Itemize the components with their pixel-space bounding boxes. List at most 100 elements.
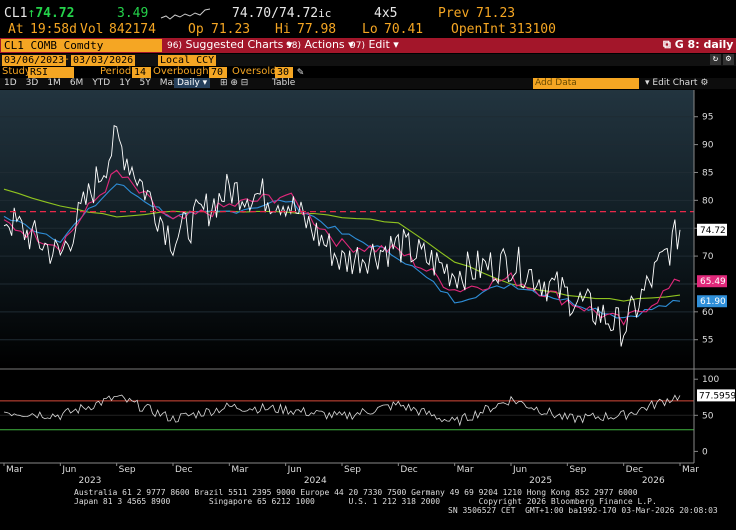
sparkline-icon xyxy=(160,8,211,20)
tab-3d[interactable]: 3D xyxy=(25,78,39,88)
function-label[interactable]: ⧉ G 8: daily xyxy=(663,38,733,52)
x-tick-label: Mar xyxy=(682,465,699,475)
bid-ask-value: 74.70/74.72 xyxy=(232,6,319,21)
chart-background xyxy=(0,90,694,368)
edit-label: Edit xyxy=(368,38,390,51)
x-tick-label: Jun xyxy=(287,465,302,475)
suggested-charts-button[interactable]: 96) Suggested Charts ▾ xyxy=(167,38,292,51)
ticker[interactable]: CL1 xyxy=(4,6,28,21)
volume: 842174 xyxy=(109,22,156,37)
rsi-series xyxy=(3,394,681,427)
gear-icon: ⚙ xyxy=(700,78,709,88)
rsi-tag-label: 77.5959 xyxy=(699,391,736,401)
open-label: Op xyxy=(188,22,204,37)
last-time: 19:58d xyxy=(30,22,77,37)
overbought-label: Overbought xyxy=(153,66,213,77)
prev-label: Prev xyxy=(438,6,470,21)
last-price: 74.72 xyxy=(35,6,75,21)
x-tick-label: Sep xyxy=(344,465,361,475)
rsi-grid xyxy=(0,400,694,431)
price-grid xyxy=(0,116,694,341)
vol-label: Vol xyxy=(80,22,104,37)
high-price: 77.98 xyxy=(297,22,337,37)
prev-close: 71.23 xyxy=(476,6,516,21)
open-interest: 313100 xyxy=(509,22,556,37)
price-tick-label: 90 xyxy=(702,141,714,151)
suggested-charts-label: Suggested Charts xyxy=(185,38,284,51)
security-field[interactable]: CL1 COMB Comdty xyxy=(1,39,162,52)
tab-ytd[interactable]: YTD xyxy=(92,78,111,88)
tab-5y[interactable]: 5Y xyxy=(139,78,151,88)
tabs-row xyxy=(0,78,736,89)
x-tick-label: Jun xyxy=(61,465,76,475)
tab-max[interactable]: Max xyxy=(159,78,179,88)
actions-button[interactable]: 98) Actions ▾ xyxy=(286,38,354,51)
price-tag-label: 74.72 xyxy=(700,226,726,236)
study-field[interactable]: RSI xyxy=(28,67,74,78)
x-tick-label: Jun xyxy=(512,465,527,475)
edit-chart-button[interactable]: ▾ Edit Chart ⚙ xyxy=(645,78,708,88)
price-tag-box xyxy=(697,223,727,236)
add-data-field[interactable]: Add Data xyxy=(533,78,639,89)
chart-type-icons[interactable]: ⊞ ⊕ ⊟ xyxy=(220,78,249,88)
tab-6m[interactable]: 6M xyxy=(69,78,84,88)
footer-line-2: Japan 81 3 4565 8900 Singapore 65 6212 1… xyxy=(74,497,657,506)
price-tag-box xyxy=(697,275,727,288)
rsi-tick-label: 0 xyxy=(702,447,708,457)
table-button[interactable]: Table xyxy=(272,78,296,88)
start-date-field[interactable]: 03/06/2023 xyxy=(2,55,67,66)
tab-1d[interactable]: 1D xyxy=(4,78,17,88)
x-tick-label: Mar xyxy=(457,465,474,475)
rsi-lines xyxy=(3,394,681,427)
x-tick-label: Sep xyxy=(119,465,136,475)
net-change: 3.49 xyxy=(117,6,149,21)
year-label: 2025 xyxy=(529,476,552,486)
x-tick-label: Mar xyxy=(231,465,248,475)
settings-icon[interactable]: ⚙ xyxy=(723,54,734,65)
chevron-down-icon: ▾ xyxy=(348,38,354,51)
overbought-field[interactable]: 70 xyxy=(209,67,227,78)
bid-ask-size: 4x5 xyxy=(374,6,398,21)
refresh-icon[interactable]: ↻ xyxy=(710,54,721,65)
chevron-down-icon: ▾ xyxy=(645,78,650,88)
ma-short-series xyxy=(3,169,681,326)
end-date-field[interactable]: 03/03/2026 xyxy=(71,55,136,66)
edit-button[interactable]: 97) Edit ▾ xyxy=(350,38,399,51)
at-label: At xyxy=(8,22,24,37)
bid-ask: 74.70/74.72ic xyxy=(232,7,331,21)
pencil-icon[interactable]: ✎ xyxy=(297,65,304,78)
x-tick-label: Dec xyxy=(626,465,643,475)
function-text: G 8: daily xyxy=(674,38,734,51)
frequency-dropdown[interactable]: Daily ▾ xyxy=(174,78,211,88)
date-separator: - xyxy=(65,54,69,65)
x-tick-label: Sep xyxy=(569,465,586,475)
x-tick-label: Dec xyxy=(175,465,192,475)
low-label: Lo xyxy=(362,22,378,37)
edit-icon: 97) xyxy=(350,41,365,51)
x-tick-label: Mar xyxy=(6,465,23,475)
open-price: 71.23 xyxy=(211,22,251,37)
ma-mid-series xyxy=(3,183,681,319)
edit-chart-label: Edit Chart xyxy=(652,78,698,88)
oversold-field[interactable]: 30 xyxy=(275,67,293,78)
open-interest-label: OpenInt xyxy=(451,22,506,37)
rsi-tag-box xyxy=(697,389,735,402)
currency-field[interactable]: Local CCY xyxy=(158,55,217,66)
price-tags: 74.72 65.49 61.90 xyxy=(697,223,727,308)
price-series xyxy=(3,125,681,347)
tab-1m[interactable]: 1M xyxy=(47,78,61,88)
quote-line-1: CL1↑74.72 xyxy=(4,7,74,21)
x-tick-label: Dec xyxy=(400,465,417,475)
price-tick-label: 55 xyxy=(702,336,713,346)
rsi-panel[interactable]: 0 50 100 77.5959 xyxy=(0,368,736,463)
price-tag-label: 61.90 xyxy=(700,297,726,307)
tab-1y[interactable]: 1Y xyxy=(119,78,131,88)
rsi-tags: 77.5959 xyxy=(697,389,736,402)
footer-line-3: SN 3506527 CET GMT+1:00 ba1992-170 03-Ma… xyxy=(448,506,718,515)
toolbar xyxy=(0,38,736,53)
bid-ask-suffix: ic xyxy=(318,7,332,20)
frequency-label: Daily xyxy=(177,78,200,88)
suggested-charts-icon: 96) xyxy=(167,41,182,51)
period-field[interactable]: 14 xyxy=(132,67,151,78)
